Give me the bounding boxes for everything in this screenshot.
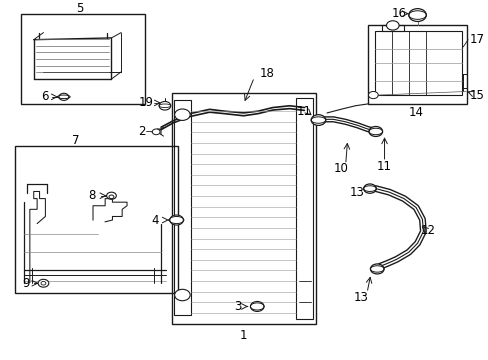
- Text: 13: 13: [348, 186, 364, 199]
- Bar: [15, 146, 178, 293]
- Text: 10: 10: [333, 162, 347, 175]
- Text: 13: 13: [353, 291, 368, 304]
- Circle shape: [368, 91, 377, 99]
- Bar: [296, 98, 312, 319]
- Text: 9: 9: [22, 277, 30, 290]
- Circle shape: [310, 115, 325, 125]
- Circle shape: [370, 264, 383, 274]
- Bar: [171, 93, 315, 324]
- Text: 19: 19: [139, 96, 154, 109]
- Bar: [367, 26, 466, 104]
- Text: 2: 2: [138, 125, 145, 138]
- Text: 4: 4: [151, 213, 159, 226]
- Text: 5: 5: [76, 2, 83, 15]
- Text: 16: 16: [391, 7, 406, 20]
- Circle shape: [152, 129, 160, 135]
- Text: 7: 7: [72, 134, 80, 147]
- Circle shape: [363, 184, 375, 193]
- Circle shape: [38, 279, 49, 287]
- Bar: [174, 100, 191, 315]
- Circle shape: [174, 109, 190, 120]
- Text: 11: 11: [376, 160, 391, 173]
- Circle shape: [59, 93, 69, 100]
- Text: 3: 3: [234, 300, 241, 313]
- Text: 14: 14: [408, 106, 423, 119]
- Bar: [21, 14, 145, 104]
- Circle shape: [250, 301, 264, 311]
- Circle shape: [386, 21, 398, 30]
- Text: 11: 11: [296, 105, 311, 118]
- Text: 8: 8: [88, 189, 96, 202]
- Circle shape: [106, 192, 116, 199]
- Circle shape: [174, 289, 190, 301]
- Text: 15: 15: [468, 89, 484, 102]
- Bar: [381, 26, 403, 31]
- Text: 18: 18: [259, 67, 274, 80]
- Text: 1: 1: [240, 329, 247, 342]
- Text: 6: 6: [41, 90, 48, 103]
- Circle shape: [408, 9, 426, 22]
- Text: 12: 12: [420, 224, 435, 237]
- Text: 17: 17: [468, 33, 484, 46]
- Circle shape: [169, 215, 183, 225]
- Circle shape: [159, 102, 170, 110]
- Circle shape: [368, 126, 382, 136]
- Bar: [374, 31, 461, 95]
